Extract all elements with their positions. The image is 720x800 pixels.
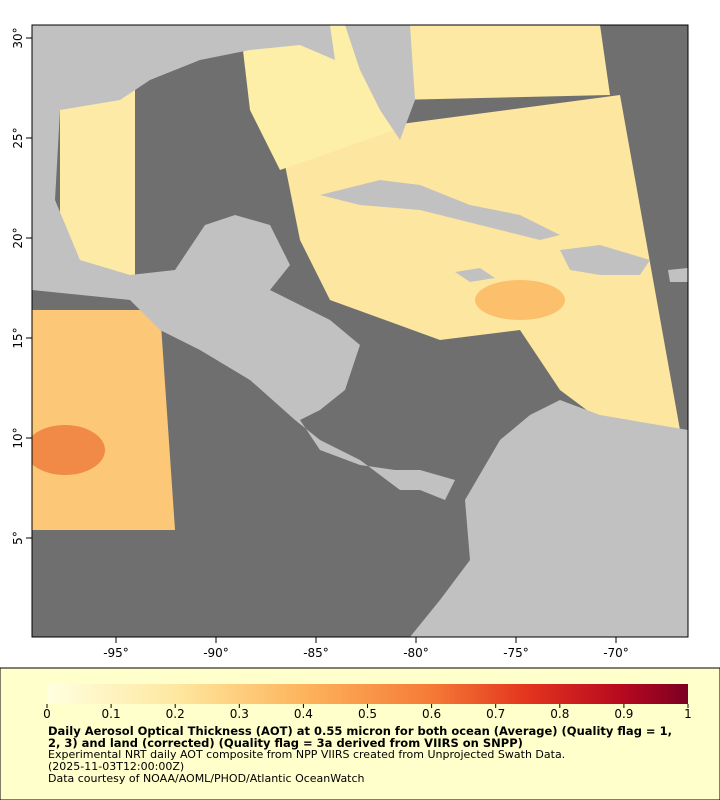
colorbar-tick-label: 0 <box>43 707 51 721</box>
colorbar-tick-label: 1 <box>684 707 692 721</box>
land <box>345 25 415 140</box>
caption-title: Daily Aerosol Optical Thickness (AOT) at… <box>48 724 672 750</box>
caption-line: Experimental NRT daily AOT composite fro… <box>48 748 566 761</box>
lon-tick-label: -70° <box>603 646 629 660</box>
colorbar-tick-label: 0.1 <box>102 707 121 721</box>
colorbar-tick-label: 0.2 <box>166 707 185 721</box>
aot-swath <box>280 95 680 430</box>
axes: -95° -90° -85° -80° -75° -70° 5° 10° 15° 20° 25° 30… <box>11 27 692 721</box>
caption-line: (2025-11-03T12:00:00Z) <box>48 760 185 773</box>
land <box>455 268 495 282</box>
map-frame <box>31 24 689 638</box>
lat-tick-label: 15° <box>11 327 25 348</box>
lat-tick-label: 25° <box>11 127 25 148</box>
lon-tick-label: -75° <box>503 646 529 660</box>
lat-tick-label: 10° <box>11 427 25 448</box>
land <box>32 25 455 500</box>
colorbar <box>47 684 688 704</box>
aot-swath <box>32 310 175 530</box>
land <box>560 245 650 275</box>
lat-tick-label: 30° <box>11 27 25 48</box>
aot-swath <box>475 280 565 320</box>
colorbar-tick-label: 0.9 <box>614 707 633 721</box>
colorbar-tick-label: 0.4 <box>294 707 313 721</box>
land <box>668 268 688 282</box>
lat-tick-label: 20° <box>11 227 25 248</box>
aot-swath <box>240 25 395 170</box>
colorbar-tick-label: 0.5 <box>358 707 377 721</box>
lon-tick-label: -90° <box>203 646 229 660</box>
colorbar-tick-label: 0.7 <box>486 707 505 721</box>
aot-swath <box>385 25 610 100</box>
colorbar-tick-label: 0.8 <box>550 707 569 721</box>
lon-tick-label: -85° <box>303 646 329 660</box>
land <box>410 400 688 637</box>
caption: Daily Aerosol Optical Thickness (AOT) at… <box>48 725 673 785</box>
land <box>320 180 560 240</box>
colorbar-tick-label: 0.6 <box>422 707 441 721</box>
colorbar-tick-label: 0.3 <box>230 707 249 721</box>
lon-tick-label: -95° <box>103 646 129 660</box>
caption-line: Data courtesy of NOAA/AOML/PHOD/Atlantic… <box>48 772 365 785</box>
aot-swath <box>60 90 135 280</box>
lon-tick-label: -80° <box>403 646 429 660</box>
aot-swath <box>32 425 105 475</box>
lat-tick-label: 5° <box>11 531 25 545</box>
map-area <box>32 25 688 637</box>
